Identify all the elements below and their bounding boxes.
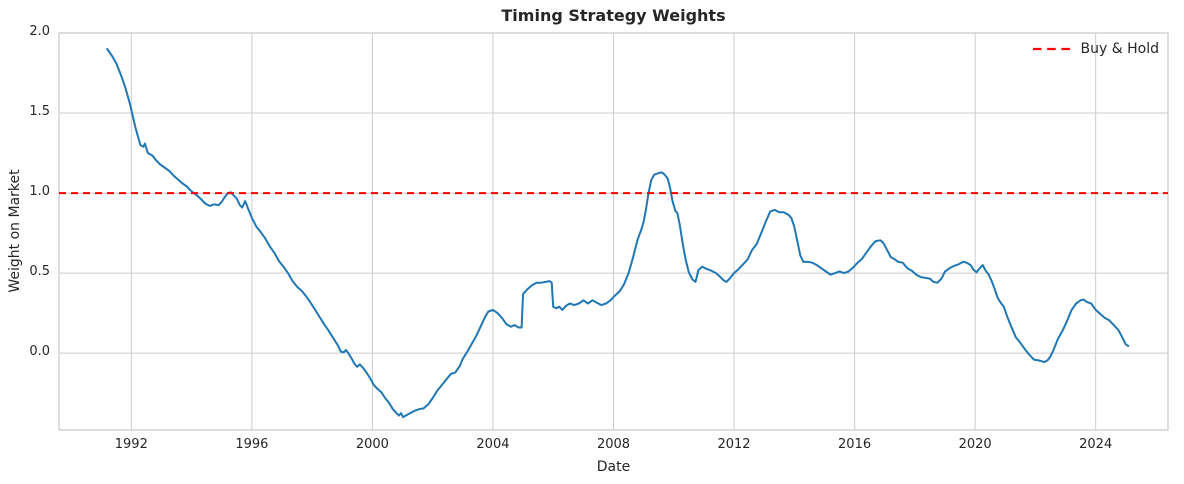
legend-label: Buy & Hold — [1080, 41, 1159, 57]
series-line — [106, 48, 1130, 419]
x-tick-label: 1996 — [235, 437, 269, 452]
x-tick-label: 1992 — [114, 437, 148, 452]
plot-border — [58, 32, 1169, 431]
legend-dash-sample — [1032, 47, 1070, 51]
x-tick-label: 2004 — [476, 437, 510, 452]
x-tick-label: 2008 — [596, 437, 631, 452]
x-tick-label: 2012 — [717, 437, 751, 452]
x-tick-label: 2024 — [1079, 437, 1113, 452]
y-tick-label: 0.5 — [29, 264, 50, 280]
y-tick-label: 1.0 — [29, 184, 50, 200]
y-tick-label: 2.0 — [29, 24, 50, 39]
chart-title: Timing Strategy Weights — [501, 6, 726, 25]
x-tick-label: 2016 — [838, 437, 872, 452]
x-tick-label: 2000 — [355, 437, 389, 452]
x-tick-label: 2020 — [958, 437, 992, 452]
x-axis-label: Date — [596, 459, 631, 475]
y-tick-label: 0.0 — [29, 344, 50, 360]
legend: Buy & Hold — [1032, 41, 1159, 57]
y-tick-label: 1.5 — [29, 104, 50, 120]
